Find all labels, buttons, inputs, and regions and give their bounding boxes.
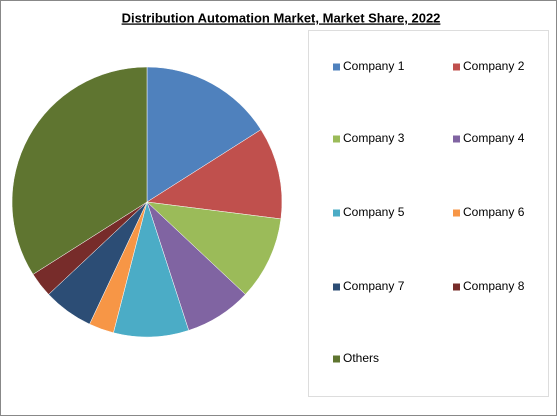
legend-swatch [333,209,340,217]
legend-swatch [333,135,340,143]
legend-swatch [333,63,340,71]
legend-swatch [453,209,460,217]
pie-slice [146,201,282,295]
legend-label: Company 8 [463,279,525,293]
legend-swatch [453,283,460,291]
legend-label: Others [343,351,379,365]
chart-title: Distribution Automation Market, Market S… [122,10,441,25]
pie-slice [146,129,283,220]
legend-swatch [333,283,340,291]
legend-label: Company 2 [463,59,525,73]
legend-label: Company 5 [343,205,405,219]
legend-label: Company 1 [343,59,405,73]
legend-label: Company 3 [343,131,405,145]
legend-label: Company 6 [463,205,525,219]
legend-swatch [333,355,340,363]
legend-swatch [453,135,460,143]
legend-box [308,30,549,397]
legend-label: Company 4 [463,131,525,145]
pie-slice [11,66,148,275]
legend-swatch [453,63,460,71]
pie-slice [146,66,262,203]
legend-label: Company 7 [343,279,405,293]
